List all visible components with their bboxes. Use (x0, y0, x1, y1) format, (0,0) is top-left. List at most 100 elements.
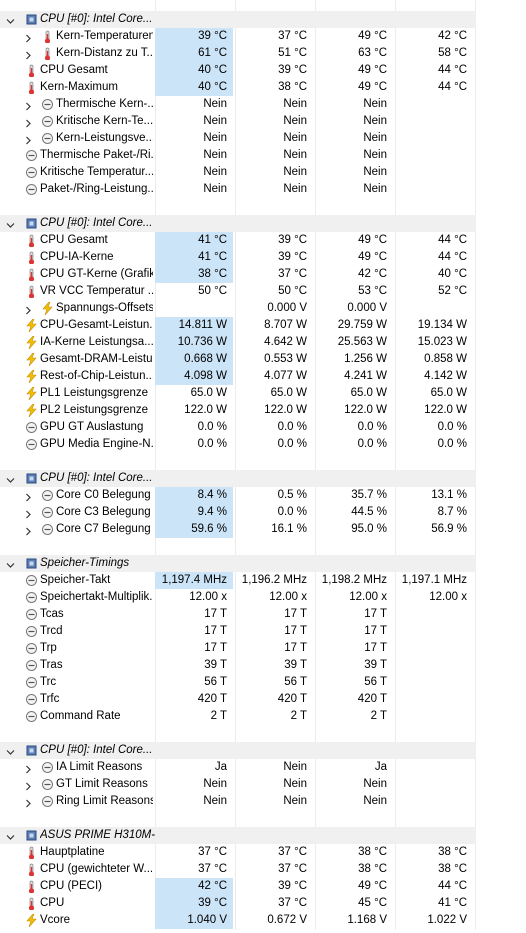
sensor-row[interactable]: Trfc 420 T 420 T 420 T (0, 691, 476, 708)
sensor-value: 0.553 W (264, 353, 307, 365)
sensor-row[interactable]: Kern-Distanz zu T... 61 °C 51 °C 63 °C 58 °C (0, 45, 476, 62)
sensor-value: 420 T (357, 693, 387, 705)
sensor-row[interactable]: IA Limit Reasons Ja Nein Ja (0, 759, 476, 776)
sensor-row[interactable]: Core C7 Belegung 59.6 % 16.1 % 95.0 % 56.9 % (0, 521, 476, 538)
expand-arrow[interactable] (24, 32, 33, 43)
sensor-label: Ring Limit Reasons (56, 795, 153, 807)
collapse-arrow[interactable] (6, 15, 15, 24)
expand-arrow[interactable] (24, 508, 33, 519)
group-header[interactable]: CPU [#0]: Intel Core... (0, 742, 476, 759)
expand-arrow[interactable] (24, 525, 33, 536)
sensor-value: 29.759 W (337, 319, 387, 331)
sensor-value: 50 °C (198, 285, 227, 297)
expand-arrow[interactable] (24, 763, 33, 774)
sensor-row[interactable]: Ring Limit Reasons Nein Nein Nein (0, 793, 476, 810)
sensor-value: 122.0 W (264, 404, 307, 416)
expand-arrow[interactable] (24, 780, 33, 791)
sensor-value: 44 °C (438, 251, 467, 263)
sensor-icon (41, 301, 54, 316)
expand-arrow[interactable] (24, 304, 33, 315)
sensor-row[interactable]: Kritische Temperatur... Nein Nein Nein (0, 164, 476, 181)
sensor-row[interactable]: CPU GT-Kerne (Grafik) 38 °C 37 °C 42 °C 40 °… (0, 266, 476, 283)
sensor-icon (25, 659, 38, 672)
collapse-arrow[interactable] (6, 219, 15, 228)
group-header[interactable]: CPU [#0]: Intel Core... (0, 470, 476, 487)
sensor-row[interactable]: Speichertakt-Multiplik... 12.00 x 12.00 x 1… (0, 589, 476, 606)
sensor-value: 1,197.4 MHz (155, 572, 233, 589)
sensor-value: 41 °C (155, 232, 233, 249)
sensor-row[interactable]: CPU Gesamt 40 °C 39 °C 49 °C 44 °C (0, 62, 476, 79)
sensor-row[interactable]: Speicher-Takt 1,197.4 MHz 1,196.2 MHz 1,198… (0, 572, 476, 589)
sensor-row[interactable]: Paket-/Ring-Leistung... Nein Nein Nein (0, 181, 476, 198)
sensor-value: 420 T (277, 693, 307, 705)
expand-arrow[interactable] (24, 134, 33, 145)
sensor-value: 39 °C (155, 895, 233, 912)
sensor-row[interactable]: Tcas 17 T 17 T 17 T (0, 606, 476, 623)
sensor-row[interactable]: CPU (gewichteter W... 37 °C 37 °C 38 °C 38 °… (0, 861, 476, 878)
sensor-value: 1.168 V (347, 914, 387, 926)
sensor-row[interactable]: Kritische Kern-Te... Nein Nein Nein (0, 113, 476, 130)
collapse-arrow[interactable] (6, 559, 15, 568)
sensor-row[interactable]: GT Limit Reasons Nein Nein Nein (0, 776, 476, 793)
collapse-arrow[interactable] (6, 474, 15, 483)
sensor-row[interactable]: PL2 Leistungsgrenze 122.0 W 122.0 W 122.0 W… (0, 402, 476, 419)
expand-arrow[interactable] (24, 797, 33, 808)
group-header[interactable]: ASUS PRIME H310M-... (0, 827, 476, 844)
sensor-value: 12.00 x (429, 591, 467, 603)
sensor-row[interactable]: Vcore 1.040 V 0.672 V 1.168 V 1.022 V (0, 912, 476, 929)
sensor-value: 1,197.1 MHz (401, 574, 467, 586)
sensor-row[interactable]: Tras 39 T 39 T 39 T (0, 657, 476, 674)
sensor-value: 51 °C (278, 47, 307, 59)
sensor-row[interactable]: Spannungs-Offsets 0.000 V 0.000 V (0, 300, 476, 317)
sensor-row[interactable]: CPU (PECI) 42 °C 39 °C 49 °C 44 °C (0, 878, 476, 895)
sensor-row[interactable]: Kern-Maximum 40 °C 38 °C 49 °C 44 °C (0, 79, 476, 96)
sensor-value (395, 130, 473, 147)
sensor-row[interactable]: Kern-Leistungsve... Nein Nein Nein (0, 130, 476, 147)
group-header[interactable]: CPU [#0]: Intel Core... (0, 11, 476, 28)
sensor-icon (25, 352, 38, 367)
sensor-row[interactable]: Command Rate 2 T 2 T 2 T (0, 708, 476, 725)
sensor-value: 37 °C (278, 863, 307, 875)
expand-arrow[interactable] (24, 491, 33, 502)
group-header[interactable]: CPU [#0]: Intel Core... (0, 215, 476, 232)
sensor-row[interactable]: Trc 56 T 56 T 56 T (0, 674, 476, 691)
sensor-label: Trfc (40, 693, 60, 705)
sensor-label: Paket-/Ring-Leistung... (40, 183, 153, 195)
sensor-row[interactable]: Kern-Temperaturen 39 °C 37 °C 49 °C 42 °C (0, 28, 476, 45)
sensor-row[interactable]: Core C0 Belegung 8.4 % 0.5 % 35.7 % 13.1 % (0, 487, 476, 504)
collapse-arrow[interactable] (6, 831, 15, 840)
sensor-row[interactable]: Hauptplatine 37 °C 37 °C 38 °C 38 °C (0, 844, 476, 861)
sensor-row[interactable]: CPU Gesamt 41 °C 39 °C 49 °C 44 °C (0, 232, 476, 249)
sensor-icon (25, 710, 38, 723)
sensor-value: 56 T (364, 676, 387, 688)
sensor-row[interactable]: VR VCC Temperatur ... 50 °C 50 °C 53 °C 52 °… (0, 283, 476, 300)
sensor-row[interactable]: Gesamt-DRAM-Leistung 0.668 W 0.553 W 1.256 … (0, 351, 476, 368)
sensor-value: Ja (214, 761, 227, 773)
expand-arrow[interactable] (24, 49, 33, 60)
sensor-value (395, 606, 473, 623)
column-divider (395, 0, 396, 930)
sensor-row[interactable]: Thermische Kern-... Nein Nein Nein (0, 96, 476, 113)
sensor-row[interactable]: GPU GT Auslastung 0.0 % 0.0 % 0.0 % 0.0 % (0, 419, 476, 436)
group-header[interactable]: Speicher-Timings (0, 555, 476, 572)
sensor-row[interactable]: CPU-Gesamt-Leistun... 14.811 W 8.707 W 29.7… (0, 317, 476, 334)
sensor-row[interactable]: IA-Kerne Leistungsa... 10.736 W 4.642 W 25.… (0, 334, 476, 351)
sensor-row[interactable]: Core C3 Belegung 9.4 % 0.0 % 44.5 % 8.7 % (0, 504, 476, 521)
sensor-row[interactable]: CPU-IA-Kerne 41 °C 39 °C 49 °C 44 °C (0, 249, 476, 266)
expand-arrow[interactable] (24, 100, 33, 111)
sensor-row[interactable]: Trp 17 T 17 T 17 T (0, 640, 476, 657)
sensor-value: 49 °C (358, 64, 387, 76)
sensor-value: 44 °C (438, 880, 467, 892)
sensor-row[interactable]: Thermische Paket-/Ri... Nein Nein Nein (0, 147, 476, 164)
sensor-value: Nein (283, 98, 307, 110)
expand-arrow[interactable] (24, 117, 33, 128)
sensor-row[interactable]: GPU Media Engine-N... 0.0 % 0.0 % 0.0 % 0.0 … (0, 436, 476, 453)
sensor-row[interactable]: CPU 39 °C 37 °C 45 °C 41 °C (0, 895, 476, 912)
sensor-value: 39 °C (278, 880, 307, 892)
sensor-row[interactable]: PL1 Leistungsgrenze 65.0 W 65.0 W 65.0 W 65.… (0, 385, 476, 402)
sensor-row[interactable]: Trcd 17 T 17 T 17 T (0, 623, 476, 640)
collapse-arrow[interactable] (6, 746, 15, 755)
sensor-row[interactable]: Rest-of-Chip-Leistun... 4.098 W 4.077 W 4.2… (0, 368, 476, 385)
sensor-label: CPU GT-Kerne (Grafik) (40, 268, 153, 280)
sensor-value: 8.4 % (155, 487, 233, 504)
